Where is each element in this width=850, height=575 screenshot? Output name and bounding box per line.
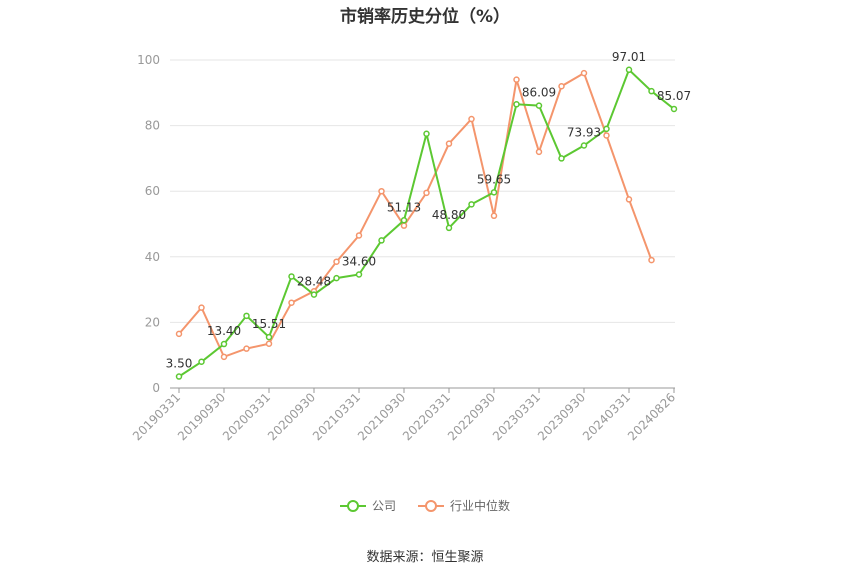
- company-data-point: [175, 373, 183, 380]
- company-data-point: [265, 333, 273, 341]
- company-data-point: [670, 105, 678, 113]
- company-data-point: [603, 125, 610, 133]
- industry-median-data-point: [558, 82, 565, 90]
- company-data-label: 51.13: [387, 200, 421, 214]
- industry-median-data-point: [265, 340, 273, 347]
- x-tick-label: 20200331: [220, 390, 273, 443]
- legend-item-industry-median[interactable]: 行业中位数: [418, 497, 510, 514]
- x-tick-label: 20210930: [355, 390, 408, 443]
- industry-median-series-line: [178, 71, 653, 359]
- x-tick-label: 20220930: [445, 390, 498, 443]
- x-tick-label: 20190331: [130, 390, 183, 443]
- industry-median-data-point: [490, 212, 498, 220]
- company-data-point: [198, 358, 205, 366]
- x-tick-label: 20190930: [175, 390, 228, 443]
- company-data-label: 85.07: [657, 89, 691, 103]
- company-data-point: [445, 224, 453, 232]
- x-tick-label: 20240826: [625, 390, 678, 443]
- y-tick-label: 40: [145, 250, 160, 264]
- industry-median-data-point: [423, 189, 430, 197]
- industry-median-data-point: [288, 299, 295, 306]
- x-tick-label: 20230930: [535, 390, 588, 443]
- industry-median-data-point: [355, 232, 363, 239]
- legend-company-marker-icon: [339, 499, 366, 513]
- company-data-label: 34.60: [342, 255, 376, 269]
- company-data-point: [355, 271, 363, 278]
- industry-median-data-point: [378, 187, 385, 195]
- chart-legend: 公司 行业中位数: [0, 497, 850, 514]
- y-tick-label: 0: [152, 381, 160, 395]
- chart-title: 市销率历史分位（%）: [339, 7, 511, 27]
- company-data-point: [468, 201, 475, 208]
- industry-median-data-point: [468, 115, 475, 123]
- y-tick-label: 20: [145, 315, 160, 329]
- x-tick-label: 20210331: [310, 390, 363, 443]
- company-data-point: [535, 102, 543, 109]
- legend-item-company[interactable]: 公司: [339, 497, 396, 514]
- industry-median-data-point: [220, 353, 228, 361]
- industry-median-data-point: [243, 345, 250, 352]
- company-data-point: [580, 142, 588, 149]
- company-data-label: 28.48: [297, 275, 331, 289]
- industry-median-data-point: [535, 148, 543, 156]
- industry-median-data-point: [400, 222, 408, 229]
- company-data-label: 97.01: [612, 50, 646, 64]
- company-data-label: 86.09: [522, 86, 556, 100]
- industry-median-data-point: [198, 304, 205, 311]
- industry-median-data-point: [175, 330, 183, 338]
- company-data-point: [288, 273, 295, 280]
- industry-median-data-point: [333, 258, 340, 265]
- company-data-point: [558, 155, 565, 162]
- company-data-point: [490, 189, 498, 196]
- legend-company-label: 公司: [371, 499, 396, 513]
- industry-median-data-point: [625, 196, 633, 203]
- legend-industry-marker-icon: [418, 499, 444, 513]
- y-tick-label: 60: [145, 184, 160, 198]
- industry-median-data-point: [648, 256, 655, 264]
- legend-industry-median-label: 行业中位数: [450, 499, 511, 513]
- data-source-note: 数据来源：恒生聚源: [366, 550, 484, 565]
- company-data-label: 73.93: [567, 126, 601, 140]
- industry-median-data-point: [580, 69, 588, 77]
- x-tick-label: 20220331: [400, 390, 453, 443]
- y-tick-label: 80: [145, 119, 160, 133]
- company-data-point: [220, 340, 228, 348]
- x-tick-label: 20240331: [580, 390, 633, 443]
- industry-median-data-point: [513, 76, 520, 83]
- industry-median-data-point: [445, 140, 453, 147]
- industry-median-data-point: [603, 132, 610, 139]
- company-data-point: [648, 87, 655, 95]
- company-data-point: [378, 237, 385, 244]
- x-tick-label: 20200930: [265, 390, 318, 443]
- company-data-point: [513, 101, 520, 108]
- company-data-point: [333, 274, 340, 282]
- company-data-label: 13.40: [207, 324, 241, 338]
- company-data-point: [400, 217, 408, 224]
- company-data-point: [625, 66, 633, 74]
- company-data-label: 3.50: [166, 357, 193, 371]
- company-data-label: 48.80: [432, 208, 466, 222]
- company-data-point: [310, 291, 318, 298]
- company-data-point: [243, 312, 250, 320]
- company-data-point: [423, 130, 430, 138]
- company-data-label: 59.65: [477, 172, 511, 186]
- x-tick-label: 20230331: [490, 390, 543, 443]
- y-tick-label: 100: [137, 53, 160, 67]
- company-data-label: 15.51: [252, 317, 286, 331]
